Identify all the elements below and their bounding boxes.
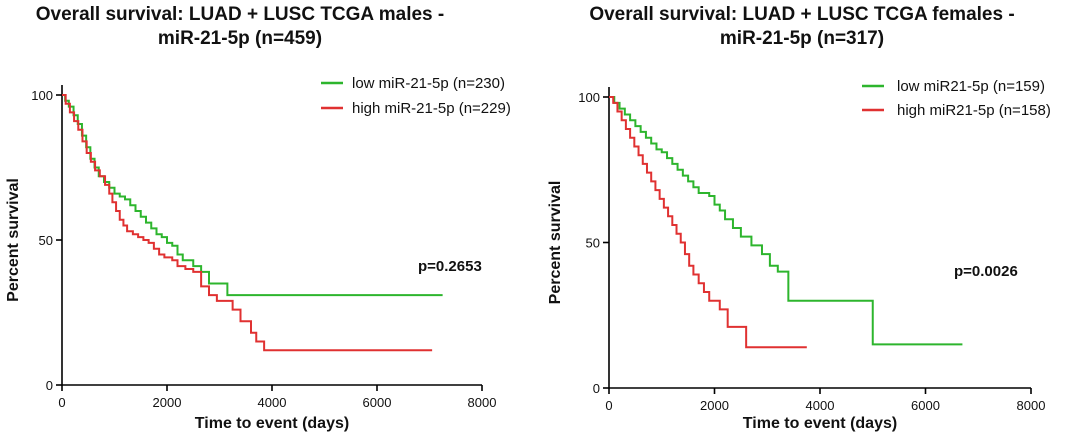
chart-panel-males: Overall survival: LUAD + LUSC TCGA males… [5,4,511,432]
legend-label-high: high miR-21-5p (n=229) [352,100,511,117]
x-axis-label: Time to event (days) [195,415,349,432]
x-axis-label: Time to event (days) [743,415,897,432]
survival-chart-females: Overall survival: LUAD + LUSC TCGA femal… [547,4,1051,432]
survival-chart-males: Overall survival: LUAD + LUSC TCGA males… [5,4,511,432]
p-value-annotation: p=0.2653 [418,258,482,275]
x-tick-label: 0 [58,395,65,410]
y-tick-label: 100 [578,90,600,105]
y-axis-label: Percent survival [5,178,22,302]
chart-title-line1: Overall survival: LUAD + LUSC TCGA femal… [589,4,1014,25]
survival-curve-low [62,94,443,297]
x-tick-label: 8000 [468,395,497,410]
x-tick-label: 2000 [700,398,729,413]
survival-curve-high [62,94,433,352]
x-tick-label: 6000 [363,395,392,410]
y-tick-label: 100 [31,88,53,103]
p-value-annotation: p=0.0026 [954,263,1018,280]
x-tick-label: 4000 [258,395,287,410]
y-tick-label: 0 [593,381,600,396]
legend-label-high: high miR21-5p (n=158) [897,102,1051,119]
survival-curve-high [609,96,807,349]
chart-title-line2: miR-21-5p (n=317) [720,28,884,49]
x-tick-label: 8000 [1017,398,1046,413]
y-axis-label: Percent survival [547,181,564,305]
legend-label-low: low miR-21-5p (n=230) [352,75,505,92]
y-tick-label: 0 [46,378,53,393]
y-tick-label: 50 [586,236,600,251]
chart-panel-females: Overall survival: LUAD + LUSC TCGA femal… [542,0,1084,441]
x-tick-label: 2000 [153,395,182,410]
x-tick-label: 4000 [806,398,835,413]
x-tick-label: 0 [605,398,612,413]
chart-title-line1: Overall survival: LUAD + LUSC TCGA males… [36,4,444,25]
survival-curve-low [609,96,963,346]
x-tick-label: 6000 [911,398,940,413]
y-tick-label: 50 [39,233,53,248]
chart-title-line2: miR-21-5p (n=459) [158,28,322,49]
legend-label-low: low miR21-5p (n=159) [897,78,1045,95]
